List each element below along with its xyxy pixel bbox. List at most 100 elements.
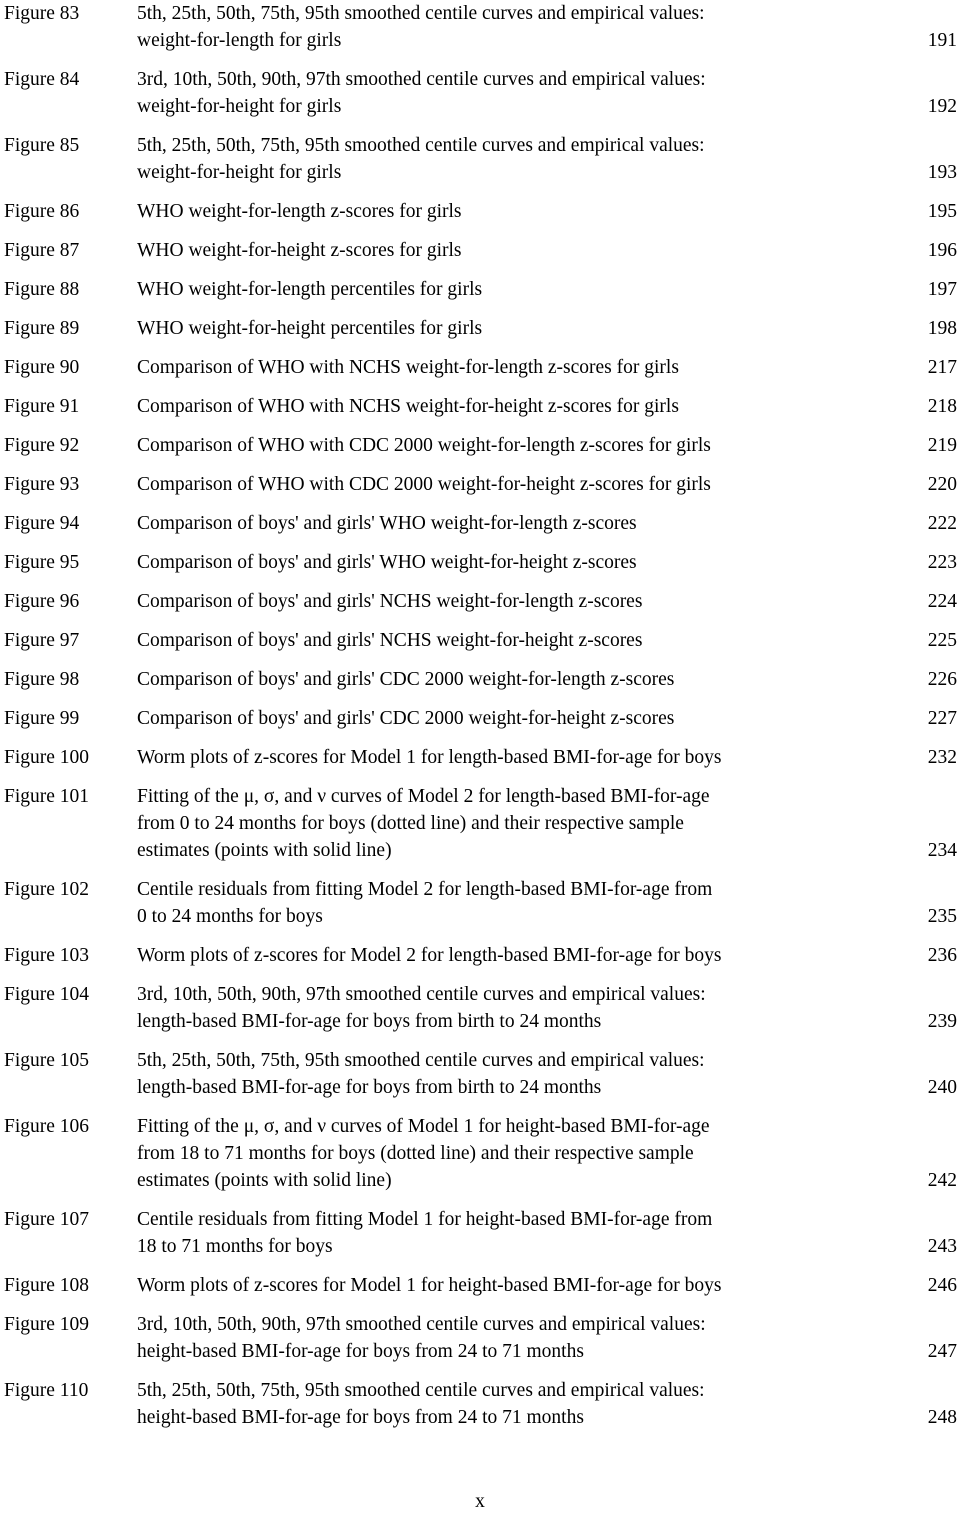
figure-number: Figure 101 [4,786,90,807]
figure-page-number: 246 [927,1275,957,1296]
figure-page-number: 240 [927,1077,957,1098]
figure-title-line: Worm plots of z-scores for Model 1 for l… [137,747,722,768]
figure-title: Fitting of the μ, σ, and ν curves of Mod… [137,783,837,864]
figure-page-number: 195 [927,201,957,222]
figure-title: Comparison of boys' and girls' CDC 2000 … [137,666,837,693]
figure-title: Worm plots of z-scores for Model 1 for l… [137,744,837,771]
figure-number: Figure 88 [4,279,80,300]
figure-title-line: Comparison of WHO with NCHS weight-for-h… [137,396,679,417]
figure-number: Figure 105 [4,1050,90,1071]
figure-title-line: 18 to 71 months for boys [137,1236,333,1257]
figure-number: Figure 92 [4,435,80,456]
figure-number: Figure 110 [4,1380,89,1401]
figure-title: 3rd, 10th, 50th, 90th, 97th smoothed cen… [137,1311,837,1365]
figure-page-number: 192 [927,96,957,117]
figure-number: Figure 99 [4,708,80,729]
figure-title-line: WHO weight-for-length percentiles for gi… [137,279,483,300]
figure-page-number: 224 [927,591,957,612]
figure-page-number: 235 [927,906,957,927]
figure-title-line: weight-for-height for girls [137,96,342,117]
figure-title-line: Comparison of boys' and girls' CDC 2000 … [137,669,675,690]
figure-number: Figure 93 [4,474,80,495]
figure-title: Comparison of WHO with NCHS weight-for-l… [137,354,837,381]
figure-title: Comparison of boys' and girls' NCHS weig… [137,588,837,615]
figure-number: Figure 87 [4,240,80,261]
figure-title-line: 5th, 25th, 50th, 75th, 95th smoothed cen… [137,135,705,156]
figure-title-line: Comparison of boys' and girls' WHO weigh… [137,552,637,573]
figure-page-number: 196 [927,240,957,261]
figure-title: Comparison of boys' and girls' WHO weigh… [137,510,837,537]
figure-number: Figure 90 [4,357,80,378]
figure-title-line: WHO weight-for-height percentiles for gi… [137,318,483,339]
figure-number: Figure 104 [4,984,90,1005]
figure-title-line: WHO weight-for-height z-scores for girls [137,240,462,261]
figure-title: WHO weight-for-length z-scores for girls [137,198,837,225]
figure-page-number: 219 [927,435,957,456]
figure-title-line: Centile residuals from fitting Model 2 f… [137,879,713,900]
figure-number: Figure 103 [4,945,90,966]
figure-title-line: 3rd, 10th, 50th, 90th, 97th smoothed cen… [137,1314,706,1335]
figure-number: Figure 100 [4,747,90,768]
figure-title: Worm plots of z-scores for Model 1 for h… [137,1272,837,1299]
figure-number: Figure 102 [4,879,90,900]
figure-page-number: 223 [927,552,957,573]
figure-title-line: 5th, 25th, 50th, 75th, 95th smoothed cen… [137,3,705,24]
figure-number: Figure 86 [4,201,80,222]
figure-number: Figure 84 [4,69,80,90]
figure-title: Comparison of WHO with CDC 2000 weight-f… [137,471,837,498]
figure-title-line: from 18 to 71 months for boys (dotted li… [137,1143,694,1164]
figure-number: Figure 95 [4,552,80,573]
figure-page-number: 217 [927,357,957,378]
figure-page-number: 232 [927,747,957,768]
figure-title: WHO weight-for-height z-scores for girls [137,237,837,264]
figure-title: Comparison of boys' and girls' WHO weigh… [137,549,837,576]
figure-title-line: Comparison of WHO with CDC 2000 weight-f… [137,474,711,495]
figure-title: Centile residuals from fitting Model 1 f… [137,1206,837,1260]
figure-page-number: 227 [927,708,957,729]
figure-title: WHO weight-for-height percentiles for gi… [137,315,837,342]
figure-number: Figure 94 [4,513,80,534]
figure-title-line: 3rd, 10th, 50th, 90th, 97th smoothed cen… [137,984,706,1005]
figure-title: 5th, 25th, 50th, 75th, 95th smoothed cen… [137,1377,837,1431]
figure-title-line: estimates (points with solid line) [137,1170,392,1191]
figure-number: Figure 98 [4,669,80,690]
figure-title-line: Fitting of the μ, σ, and ν curves of Mod… [137,786,710,807]
figure-title-line: length-based BMI-for-age for boys from b… [137,1077,602,1098]
figure-title-line: Worm plots of z-scores for Model 1 for h… [137,1275,722,1296]
figure-number: Figure 106 [4,1116,90,1137]
figure-page-number: 191 [927,30,957,51]
figure-title: 5th, 25th, 50th, 75th, 95th smoothed cen… [137,132,837,186]
figure-number: Figure 109 [4,1314,90,1335]
figure-title-line: Comparison of boys' and girls' NCHS weig… [137,630,643,651]
figure-title-line: 0 to 24 months for boys [137,906,323,927]
figure-title-line: Comparison of boys' and girls' CDC 2000 … [137,708,675,729]
figure-page-number: 236 [927,945,957,966]
figure-title: Comparison of boys' and girls' NCHS weig… [137,627,837,654]
figure-title-line: 3rd, 10th, 50th, 90th, 97th smoothed cen… [137,69,706,90]
figure-page-number: 234 [927,840,957,861]
figure-title-line: Fitting of the μ, σ, and ν curves of Mod… [137,1116,710,1137]
figure-page-number: 198 [927,318,957,339]
figure-title: 3rd, 10th, 50th, 90th, 97th smoothed cen… [137,66,837,120]
figure-title-line: 5th, 25th, 50th, 75th, 95th smoothed cen… [137,1050,705,1071]
figure-page-number: 226 [927,669,957,690]
figure-title: 3rd, 10th, 50th, 90th, 97th smoothed cen… [137,981,837,1035]
figure-title-line: Centile residuals from fitting Model 1 f… [137,1209,713,1230]
figure-number: Figure 83 [4,3,80,24]
figure-page-number: 220 [927,474,957,495]
figure-title-line: weight-for-height for girls [137,162,342,183]
figure-page-number: 193 [927,162,957,183]
figure-title: 5th, 25th, 50th, 75th, 95th smoothed cen… [137,0,837,54]
figure-title-line: 5th, 25th, 50th, 75th, 95th smoothed cen… [137,1380,705,1401]
figure-page-number: 239 [927,1011,957,1032]
figure-title: Comparison of boys' and girls' CDC 2000 … [137,705,837,732]
figure-title: Comparison of WHO with CDC 2000 weight-f… [137,432,837,459]
figure-title-line: Comparison of WHO with CDC 2000 weight-f… [137,435,711,456]
figure-page-number: 222 [927,513,957,534]
figure-title: 5th, 25th, 50th, 75th, 95th smoothed cen… [137,1047,837,1101]
figure-page-number: 242 [927,1170,957,1191]
figure-page-number: 243 [927,1236,957,1257]
figure-title: Centile residuals from fitting Model 2 f… [137,876,837,930]
figure-title-line: Comparison of boys' and girls' WHO weigh… [137,513,637,534]
figure-number: Figure 89 [4,318,80,339]
